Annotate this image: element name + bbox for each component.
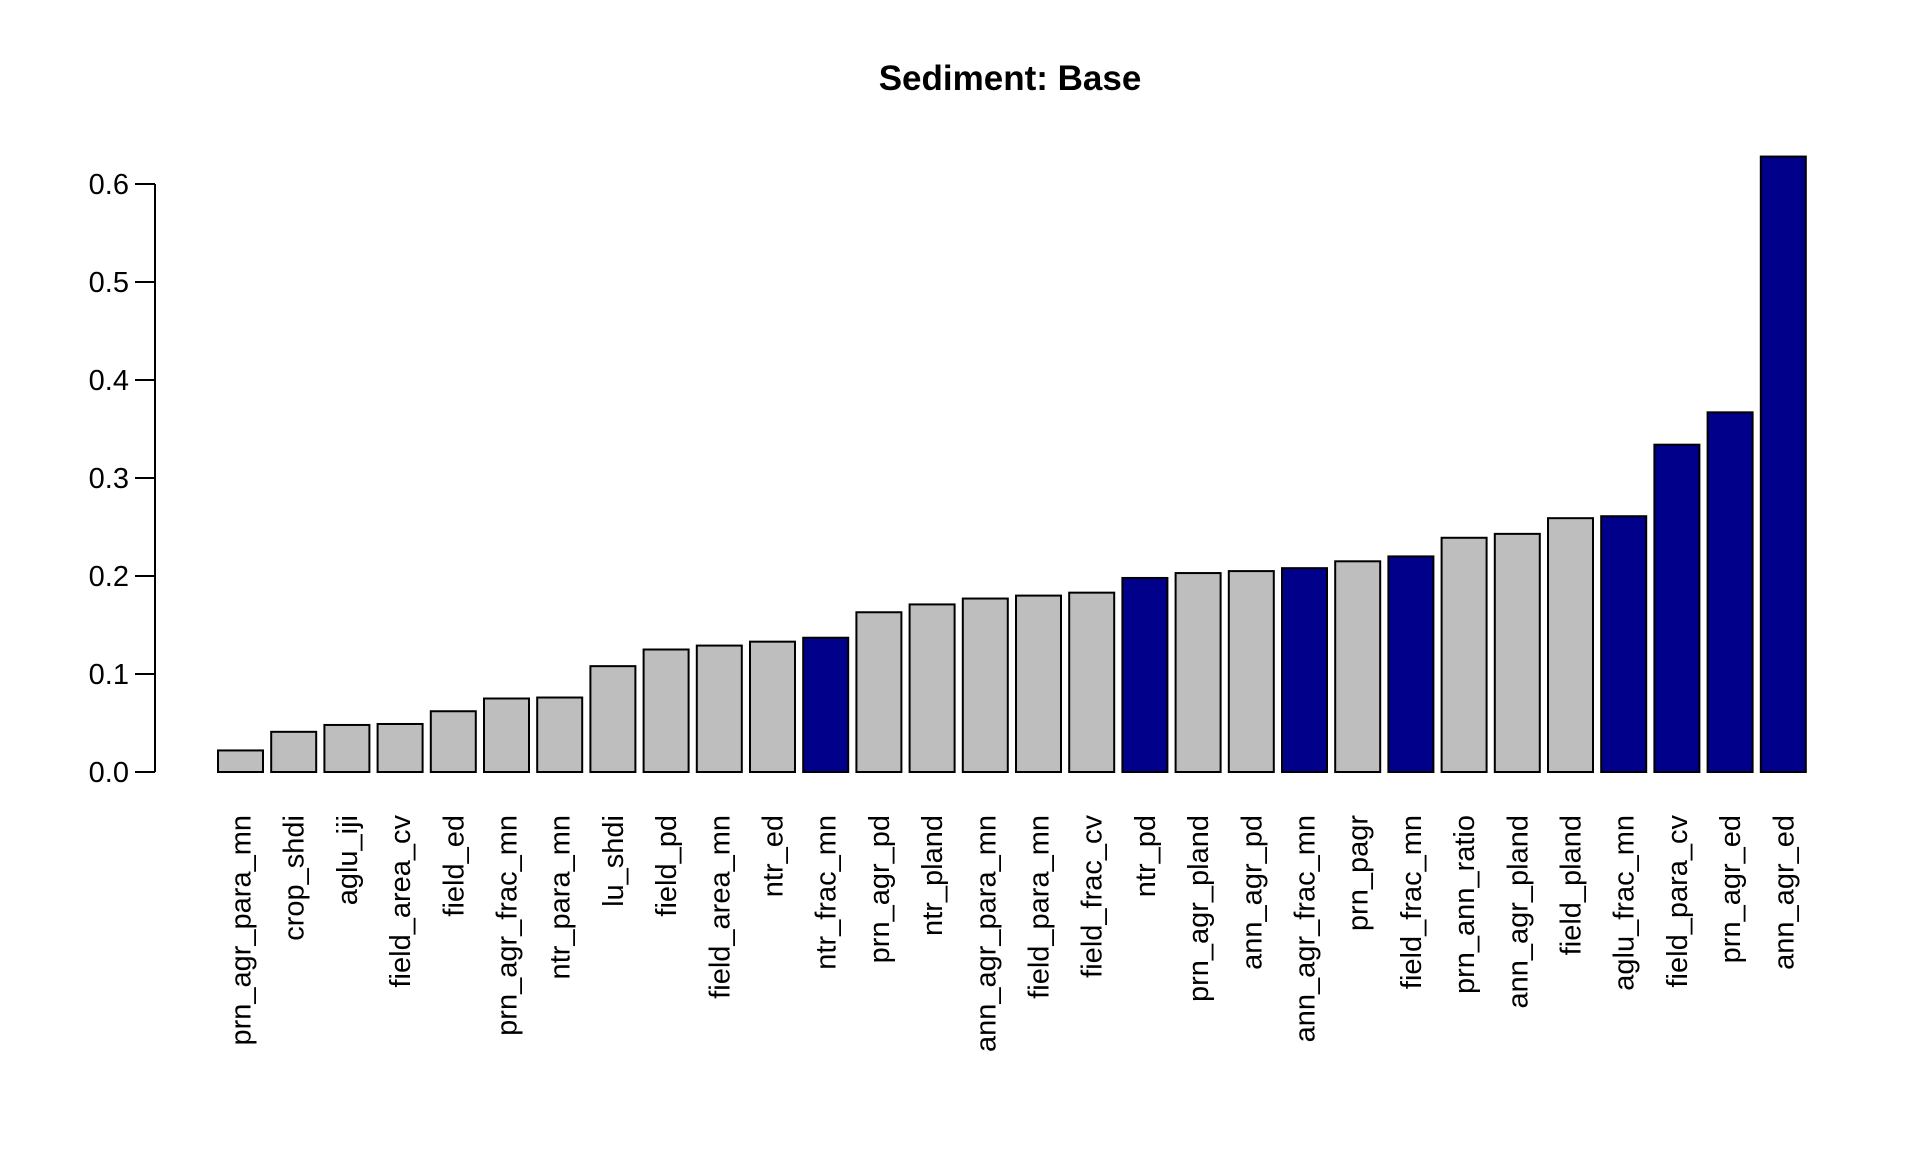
bar-ntr-ed: [749, 640, 796, 773]
bar-ann-agr-para-mn: [961, 597, 1009, 773]
y-tick-label: 0.2: [89, 561, 129, 593]
chart-title: Sediment: Base: [879, 59, 1142, 98]
x-tick-label: prn_agr_frac_mn: [492, 815, 524, 1036]
x-tick-label: prn_pagr: [1343, 815, 1375, 931]
bar-ann-agr-pland: [1493, 532, 1541, 773]
x-tick-label: ann_agr_ed: [1768, 815, 1800, 970]
x-tick-label: field_pd: [651, 815, 683, 917]
bar-aglu-frac-mn: [1600, 515, 1648, 773]
x-tick-label: aglu_iji: [332, 815, 364, 905]
x-tick-label: ntr_pland: [917, 815, 949, 936]
y-tick-label: 0.3: [89, 463, 129, 495]
x-tick-label: field_area_cv: [385, 815, 417, 988]
x-tick-label: field_pland: [1556, 815, 1588, 955]
bar-ann-agr-ed: [1759, 155, 1807, 773]
x-axis-labels: prn_agr_para_mn crop_shdi aglu_iji field_ar…: [226, 815, 1801, 1053]
bar-ann-agr-pd: [1227, 570, 1275, 773]
x-tick-label: prn_agr_ed: [1715, 815, 1747, 963]
bar-field-ed: [429, 710, 477, 773]
x-tick-label: field_frac_mn: [1396, 815, 1428, 989]
x-tick-label: prn_agr_pd: [864, 815, 896, 963]
bar-prn-agr-pland: [1174, 572, 1222, 773]
x-tick-label: ntr_para_mn: [545, 815, 577, 979]
bar-field-frac-cv: [1068, 591, 1116, 773]
x-tick-label: ntr_pd: [1130, 815, 1162, 897]
bar-aglu-iji: [323, 723, 371, 774]
y-tick-label: 0.5: [89, 267, 129, 299]
bar-ntr-para-mn: [536, 696, 584, 774]
x-tick-label: ntr_frac_mn: [811, 815, 843, 970]
x-tick-label: field_area_mn: [704, 815, 736, 999]
bar-prn-agr-pd: [855, 611, 903, 774]
y-tick-label: 0.0: [89, 757, 129, 789]
bar-field-area-mn: [695, 644, 743, 774]
x-tick-label: prn_agr_pland: [1183, 815, 1215, 1002]
bar-ann-agr-frac-mn: [1281, 567, 1328, 773]
bar-field-para-mn: [1015, 594, 1062, 773]
x-tick-label: aglu_frac_mn: [1609, 815, 1641, 991]
bar-field-para-cv: [1653, 443, 1701, 773]
x-tick-label: field_para_cv: [1662, 815, 1694, 988]
bar-field-frac-mn: [1387, 555, 1435, 774]
x-tick-label: field_ed: [438, 815, 470, 917]
bar-field-pd: [642, 648, 690, 773]
bar-prn-agr-para-mn: [217, 749, 264, 774]
bar-prn-agr-ed: [1706, 411, 1754, 773]
bar-field-area-cv: [376, 722, 424, 773]
x-tick-label: prn_agr_para_mn: [226, 815, 258, 1046]
x-tick-label: field_para_mn: [1024, 815, 1056, 999]
bar-crop-shdi: [270, 730, 318, 774]
x-tick-label: crop_shdi: [279, 815, 311, 941]
bar-ntr-frac-mn: [802, 636, 850, 773]
x-tick-label: ann_agr_para_mn: [970, 815, 1002, 1052]
y-tick-label: 0.1: [89, 659, 129, 691]
x-tick-label: field_frac_cv: [1077, 815, 1109, 978]
x-tick-label: ann_agr_frac_mn: [1290, 815, 1322, 1042]
bar-ntr-pland: [908, 603, 956, 773]
y-tick-label: 0.6: [89, 169, 129, 201]
bar-field-pland: [1547, 517, 1594, 773]
bars-group: [217, 155, 1807, 774]
x-tick-label: ann_agr_pland: [1502, 815, 1534, 1009]
x-tick-label: prn_ann_ratio: [1449, 815, 1481, 994]
y-axis-ticks: 0.0 0.1 0.2 0.3 0.4 0.5 0.6: [89, 169, 155, 789]
y-tick-label: 0.4: [89, 365, 129, 397]
bar-ntr-pd: [1121, 576, 1169, 774]
bar-lu-shdi: [589, 665, 637, 773]
x-tick-label: lu_shdi: [598, 815, 630, 907]
bar-prn-agr-frac-mn: [483, 697, 530, 773]
bar-prn-ann-ratio: [1440, 536, 1488, 774]
x-tick-label: ntr_ed: [758, 815, 790, 897]
bar-prn-pagr: [1334, 560, 1382, 773]
x-tick-label: ann_agr_pd: [1236, 815, 1268, 970]
